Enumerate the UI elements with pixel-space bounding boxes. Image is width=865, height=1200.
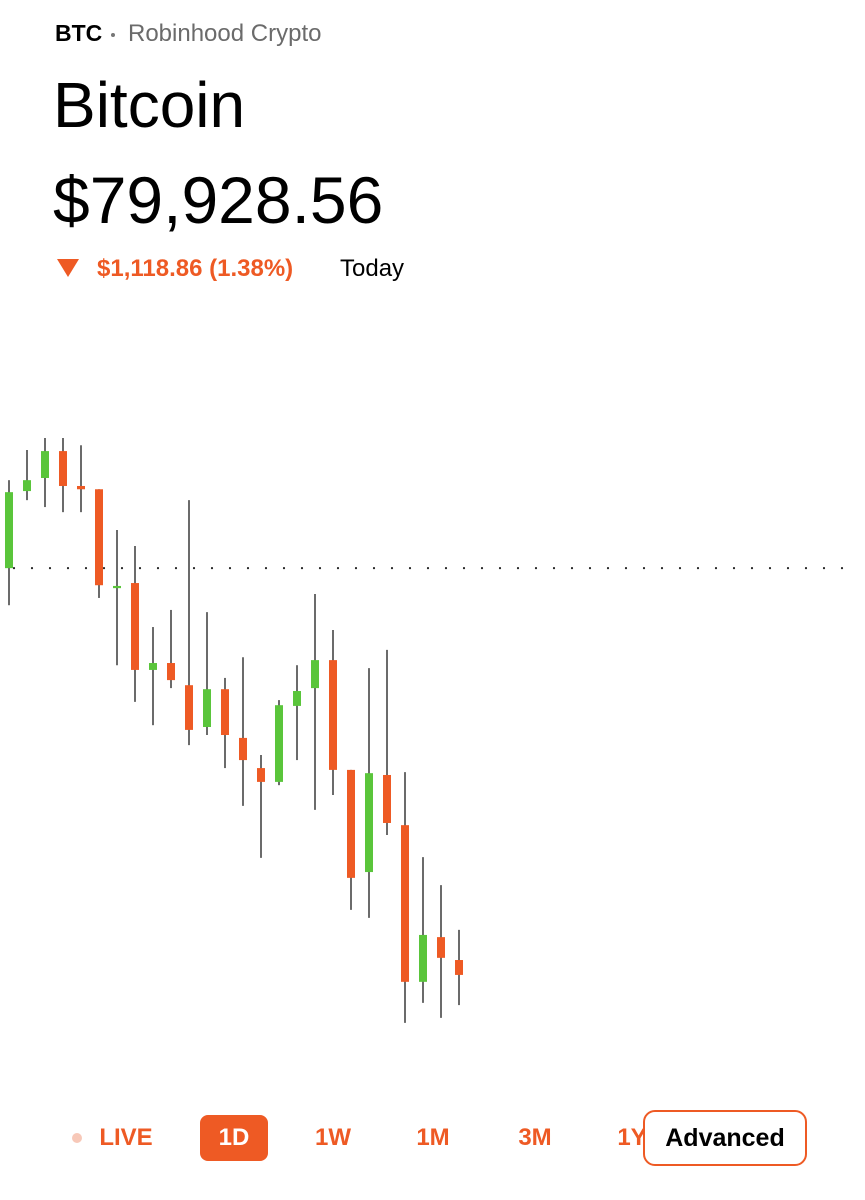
candle-body — [239, 737, 247, 761]
candle-body — [437, 937, 445, 958]
chart — [5, 437, 862, 1023]
candle-body — [41, 451, 49, 478]
candle-body — [293, 691, 301, 706]
symbol: BTC — [55, 20, 103, 46]
range-tab[interactable]: 1W — [315, 1124, 351, 1151]
candle-body — [23, 480, 31, 492]
candle-body — [311, 660, 319, 689]
candle-body — [383, 774, 391, 823]
candle-body — [419, 934, 427, 982]
period: Today — [340, 255, 405, 282]
candle-body — [59, 451, 67, 486]
separator-dot — [111, 33, 115, 37]
candle-body — [347, 769, 355, 878]
candle-body — [5, 492, 13, 569]
candle-body — [365, 773, 373, 873]
candle-body — [257, 768, 265, 782]
range-tab[interactable]: 1M — [416, 1124, 450, 1151]
live-indicator — [72, 1133, 82, 1143]
candle-body — [167, 663, 175, 681]
down-arrow — [57, 259, 79, 277]
source: Robinhood Crypto — [128, 20, 322, 47]
candle-body — [185, 685, 193, 730]
candle-body — [131, 583, 139, 670]
candle-body — [329, 660, 337, 770]
range-tab[interactable]: 3M — [518, 1124, 552, 1151]
candle-body — [95, 489, 103, 586]
candle-body — [221, 689, 229, 735]
price: $79,928.56 — [53, 163, 384, 237]
candle-body — [401, 825, 409, 982]
asset-name: Bitcoin — [53, 69, 246, 141]
candle-body — [455, 960, 463, 975]
candle-body — [203, 689, 211, 728]
advanced-button[interactable]: Advanced — [643, 1110, 807, 1166]
candle-body — [275, 705, 283, 782]
range-tab[interactable]: 1D — [200, 1115, 268, 1161]
range-tab[interactable]: 1Y — [617, 1124, 647, 1151]
range-tab[interactable]: LIVE — [99, 1124, 153, 1151]
change: $1,118.86 (1.38%) — [97, 255, 294, 282]
candle-body — [77, 485, 85, 490]
candle-body — [113, 585, 121, 589]
candle-body — [149, 663, 157, 670]
